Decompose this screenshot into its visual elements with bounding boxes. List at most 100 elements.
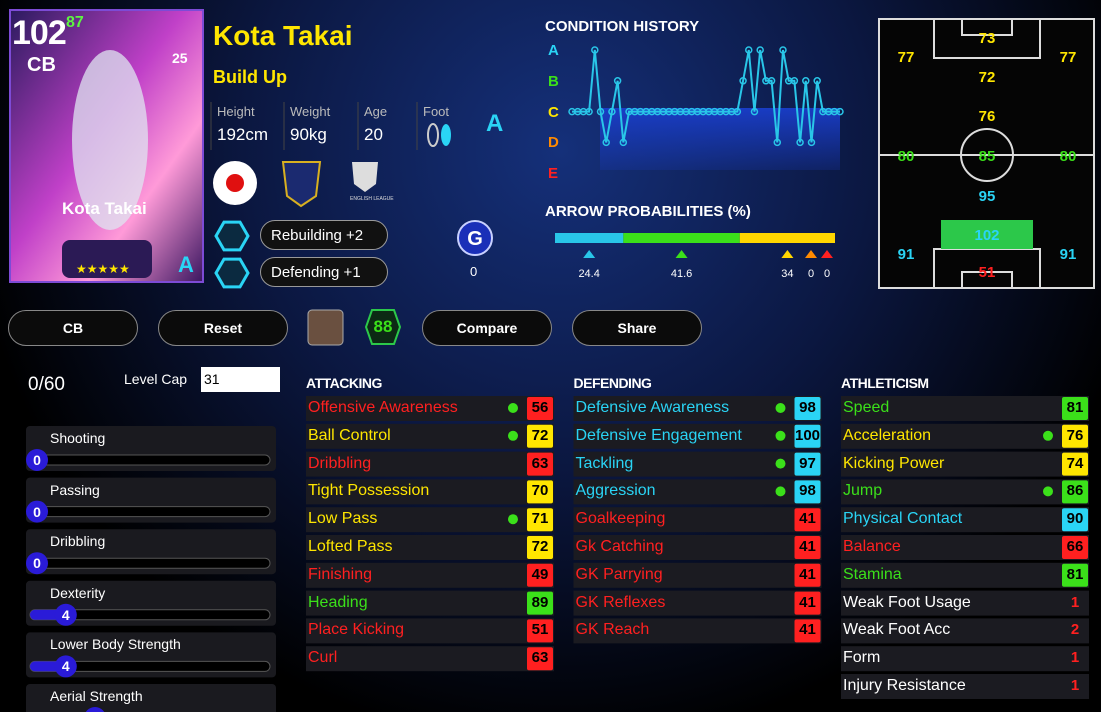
condition-point — [596, 107, 605, 116]
condition-grade: A — [486, 110, 504, 137]
condition-point — [807, 138, 816, 147]
club-badge — [281, 161, 322, 208]
stat-row — [573, 618, 822, 644]
slider-panel — [26, 684, 276, 712]
card-rating: 102 — [12, 14, 67, 52]
stat-row — [841, 451, 1089, 477]
stat-value: 72 — [531, 426, 549, 444]
stat-name: Tight Possession — [308, 482, 430, 500]
compare-button[interactable]: Compare — [422, 310, 552, 346]
stat-row — [306, 535, 554, 560]
stat-value: 63 — [531, 454, 549, 472]
skill-select[interactable]: Defending +1 — [260, 257, 388, 287]
stat-value-box — [527, 619, 553, 643]
pitch-line — [961, 271, 1013, 288]
probability-segment — [555, 233, 624, 243]
slider-value: 0 — [33, 452, 41, 468]
condition-point — [733, 107, 742, 116]
stat-name: Lofted Pass — [308, 538, 393, 555]
pitch-line — [933, 19, 1041, 59]
stat-name: Offensive Awareness — [308, 399, 458, 416]
stat-value: 100 — [794, 426, 821, 444]
condition-point — [756, 46, 764, 54]
stat-row — [573, 535, 822, 560]
condition-point — [602, 138, 610, 147]
position-select[interactable]: CB — [8, 310, 138, 346]
stat-name: GK Reflexes — [575, 593, 666, 611]
stat-name: Stamina — [843, 565, 902, 583]
probability-label: 0 — [807, 268, 815, 280]
boost-dot — [775, 430, 786, 441]
stat-value-box — [794, 563, 821, 587]
probability-segment — [623, 233, 740, 243]
condition-point — [591, 46, 599, 54]
stat-value: 56 — [531, 399, 549, 416]
stat-value: 51 — [531, 621, 549, 639]
stat-name: Goalkeeping — [575, 510, 666, 528]
flag-dot — [226, 174, 244, 192]
position-rating: 51 — [978, 264, 996, 281]
slider-label: Passing — [50, 481, 100, 498]
height-value: 192cm — [217, 125, 269, 144]
stat-value: 41 — [799, 510, 816, 528]
reset-button[interactable]: Reset — [158, 310, 288, 346]
slider-track — [29, 557, 271, 569]
stat-value-box — [527, 480, 553, 504]
position-rating: 95 — [978, 188, 996, 205]
probability-label: 34 — [781, 268, 794, 280]
stat-value-box — [1062, 563, 1088, 587]
grade-label: E — [548, 165, 559, 183]
stat-value-box — [1062, 424, 1088, 448]
slider-track — [29, 506, 271, 518]
age-value: 20 — [364, 125, 383, 144]
slider-label: Lower Body Strength — [50, 636, 181, 653]
stat-value: 71 — [531, 510, 549, 528]
condition-point — [779, 46, 787, 54]
stat-value: 76 — [1066, 426, 1084, 444]
stat-value-box — [794, 480, 821, 504]
stat-row — [841, 562, 1089, 588]
share-button[interactable]: Share — [572, 310, 702, 346]
boost-dot — [508, 514, 518, 525]
stat-name: Defensive Awareness — [575, 399, 730, 416]
condition-point — [836, 107, 844, 116]
card-name: Kota Takai — [62, 199, 147, 218]
stat-name: GK Reach — [575, 621, 650, 639]
stat-value-box — [527, 397, 553, 420]
skill-select[interactable]: Rebuilding +2 — [260, 220, 388, 250]
stat-value: 70 — [531, 482, 549, 500]
card-number: 25 — [172, 50, 188, 66]
stat-row — [306, 562, 554, 588]
condition-point — [796, 138, 804, 147]
position-rating: 80 — [897, 148, 915, 165]
stat-value: 49 — [531, 565, 549, 583]
condition-point — [745, 46, 753, 54]
stat-value-box — [1062, 452, 1088, 476]
stat-name: Aggression — [575, 482, 656, 500]
rating-badge-value: 88 — [373, 317, 393, 336]
stat-value: 98 — [799, 482, 816, 500]
stat-value: 89 — [531, 593, 549, 611]
level-cap-input[interactable]: 31 — [201, 367, 280, 392]
stat-value: 41 — [799, 621, 816, 639]
stat-row — [306, 618, 554, 644]
chart-area — [600, 108, 840, 170]
position-rating: 73 — [978, 30, 996, 47]
slider-knob — [26, 449, 48, 471]
weight-label: Weight — [290, 104, 331, 119]
stat-name: Dribbling — [308, 454, 372, 472]
slider-value: 0 — [33, 503, 41, 520]
grade-label: A — [548, 42, 559, 59]
stat-value: 2 — [1070, 621, 1080, 639]
stat-row — [306, 590, 554, 616]
stat-value-box — [794, 619, 821, 643]
stat-value: 63 — [531, 649, 549, 667]
grade-label: D — [548, 134, 559, 152]
foot-icon — [441, 124, 451, 146]
rating-badge — [364, 309, 402, 345]
grade-label: B — [548, 72, 559, 90]
stat-value-box — [1062, 536, 1088, 559]
stat-name: Jump — [843, 482, 883, 500]
position-rating: 77 — [1059, 49, 1077, 66]
condition-point — [619, 138, 628, 147]
